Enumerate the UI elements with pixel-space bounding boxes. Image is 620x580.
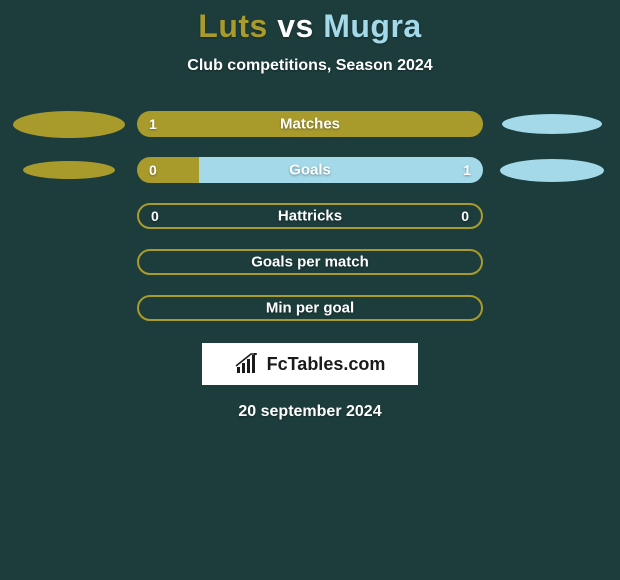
stats-card: Luts vs Mugra Club competitions, Season … (0, 0, 620, 580)
stat-bar: Goals 0 1 (137, 157, 483, 183)
bar-label: Goals per match (251, 254, 369, 271)
title-left: Luts (198, 8, 268, 44)
ellipse-left (13, 111, 125, 138)
value-left: 1 (149, 116, 157, 132)
title-right: Mugra (323, 8, 422, 44)
bar-left-fill (137, 157, 199, 183)
side-left (0, 161, 137, 179)
logo-box[interactable]: FcTables.com (202, 343, 418, 385)
stat-row: Matches 1 (0, 111, 620, 137)
footer-date: 20 september 2024 (0, 403, 620, 421)
value-left: 0 (149, 162, 157, 178)
stat-bar: Hattricks 0 0 (137, 203, 483, 229)
title-vs: vs (268, 8, 323, 44)
logo-text: FcTables.com (267, 354, 386, 375)
ellipse-left (23, 161, 115, 179)
bar-label: Hattricks (278, 208, 342, 225)
stat-row: Goals 0 1 (0, 157, 620, 183)
stat-bar: Min per goal (137, 295, 483, 321)
bar-right-fill (199, 157, 483, 183)
subtitle: Club competitions, Season 2024 (0, 57, 620, 75)
bar-label: Goals (289, 162, 331, 179)
value-right: 1 (463, 162, 471, 178)
side-right (483, 159, 620, 182)
stat-row: Goals per match (0, 249, 620, 275)
stat-bar: Goals per match (137, 249, 483, 275)
value-left: 0 (151, 208, 159, 224)
chart-icon (235, 353, 261, 375)
bar-label: Matches (280, 116, 340, 133)
stat-row: Hattricks 0 0 (0, 203, 620, 229)
side-right (483, 114, 620, 134)
page-title: Luts vs Mugra (0, 8, 620, 45)
stat-bar: Matches 1 (137, 111, 483, 137)
stat-rows: Matches 1 Goals 0 1 Hattricks 0 0 Goals per matc… (0, 111, 620, 321)
side-left (0, 111, 137, 138)
bar-label: Min per goal (266, 300, 354, 317)
value-right: 0 (461, 208, 469, 224)
ellipse-right (500, 159, 604, 182)
ellipse-right (502, 114, 602, 134)
stat-row: Min per goal (0, 295, 620, 321)
